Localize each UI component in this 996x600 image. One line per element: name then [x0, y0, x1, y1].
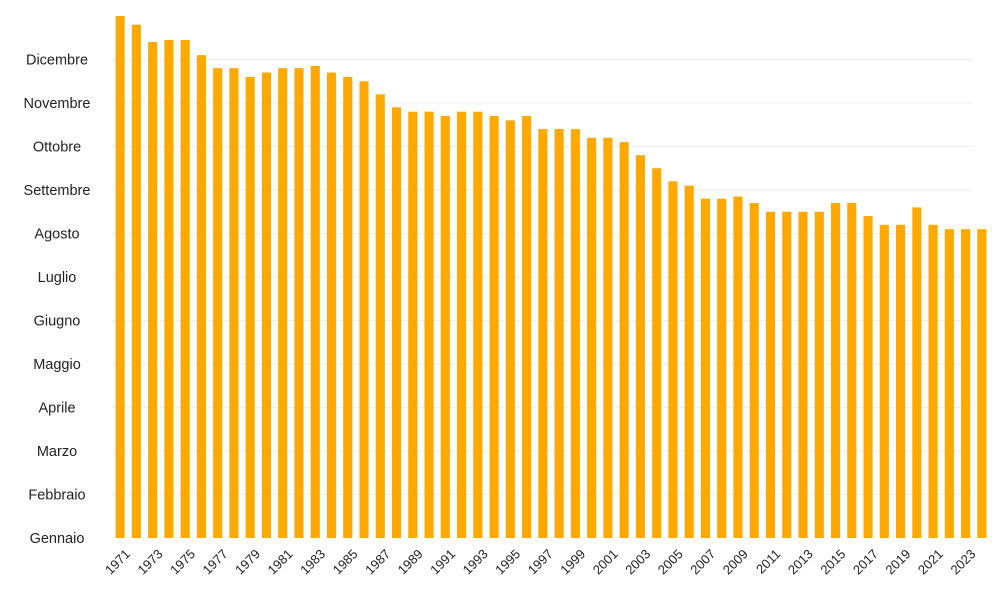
y-tick-label: Gennaio — [30, 531, 85, 547]
x-tick-label: 1999 — [557, 546, 588, 577]
bar-2006 — [684, 185, 694, 538]
bar-1974 — [164, 39, 174, 539]
x-tick-label: 1991 — [427, 546, 458, 577]
y-tick-label: Agosto — [34, 227, 79, 243]
bar-1997 — [538, 129, 548, 538]
bar-1985 — [343, 76, 353, 539]
x-tick-label: 2007 — [687, 546, 718, 577]
bar-2002 — [619, 142, 629, 538]
y-tick-label: Settembre — [24, 183, 91, 199]
bar-1995 — [505, 120, 515, 539]
y-tick-label: Dicembre — [26, 53, 88, 69]
x-tick-label: 1983 — [297, 546, 328, 577]
y-tick-label: Novembre — [24, 96, 91, 112]
bar-2007 — [700, 198, 711, 538]
bar-2019 — [896, 224, 906, 539]
x-tick-label: 2021 — [915, 546, 946, 577]
bars — [115, 16, 987, 539]
bar-1999 — [570, 129, 580, 538]
x-tick-label: 2003 — [622, 546, 653, 577]
bar-2016 — [847, 203, 857, 539]
x-tick-label: 2023 — [947, 546, 978, 577]
x-tick-label: 2015 — [817, 546, 848, 577]
bar-1980 — [261, 72, 272, 539]
x-tick-label: 1995 — [492, 546, 523, 577]
bar-1978 — [229, 68, 239, 538]
x-axis-labels: 1971 1973 1975 1977 1979 1981 1983 1985 1987 1989… — [102, 546, 979, 577]
bar-1979 — [245, 76, 255, 539]
x-tick-label: 1993 — [460, 546, 491, 577]
bar-2010 — [749, 203, 759, 539]
bar-1988 — [391, 107, 402, 538]
bar-2013 — [798, 211, 808, 538]
x-tick-label: 1973 — [134, 546, 165, 577]
bar-1994 — [489, 116, 499, 539]
bar-1982 — [294, 68, 304, 538]
x-tick-label: 2005 — [655, 546, 686, 577]
y-tick-label: Giugno — [34, 314, 81, 330]
bar-2023 — [961, 229, 971, 538]
x-tick-label: 1975 — [167, 546, 198, 577]
bar-1976 — [196, 55, 206, 539]
y-tick-label: Marzo — [37, 444, 77, 460]
x-tick-label: 1985 — [330, 546, 361, 577]
bar-1998 — [554, 129, 564, 538]
bar-2009 — [733, 196, 743, 538]
bar-2020 — [912, 207, 922, 538]
bar-1987 — [375, 94, 385, 539]
bar-2004 — [652, 168, 662, 538]
bar-1972 — [131, 24, 141, 538]
bar-1983 — [310, 66, 320, 539]
bar-2011 — [765, 211, 776, 538]
x-tick-label: 1981 — [265, 546, 296, 577]
x-tick-label: 2013 — [785, 546, 816, 577]
x-tick-label: 1979 — [232, 546, 263, 577]
x-tick-label: 2011 — [753, 546, 783, 576]
bar-2014 — [814, 211, 824, 538]
bar-2015 — [830, 203, 841, 539]
y-tick-label: Ottobre — [33, 140, 81, 156]
x-tick-label: 1971 — [102, 546, 133, 577]
bar-1986 — [359, 81, 369, 538]
bar-2017 — [863, 216, 873, 538]
x-tick-label: 2009 — [720, 546, 751, 577]
bar-2012 — [782, 211, 792, 538]
x-tick-label: 1989 — [395, 546, 426, 577]
y-tick-label: Aprile — [38, 401, 75, 417]
bar-1992 — [457, 111, 467, 538]
bar-2000 — [587, 137, 597, 539]
bar-1984 — [326, 72, 337, 539]
y-tick-label: Luglio — [38, 270, 77, 286]
bar-1973 — [148, 42, 158, 538]
bar-2001 — [603, 137, 613, 539]
bar-1990 — [424, 111, 434, 538]
bar-1971 — [115, 16, 125, 538]
x-tick-label: 1987 — [362, 546, 393, 577]
y-tick-label: Maggio — [33, 357, 81, 373]
bar-1977 — [213, 68, 223, 538]
bar-2008 — [717, 198, 727, 538]
x-tick-label: 2019 — [882, 546, 913, 577]
bar-1991 — [440, 116, 450, 539]
x-tick-label: 2001 — [590, 546, 621, 577]
y-tick-label: Febbraio — [28, 488, 85, 504]
bar-1996 — [522, 116, 532, 539]
bar-2021 — [928, 224, 938, 539]
bar-2003 — [635, 155, 645, 538]
bar-1989 — [408, 111, 418, 538]
y-axis-labels: Gennaio Febbraio Marzo Aprile Maggio Giugno Lu… — [24, 53, 91, 548]
bar-2018 — [879, 224, 889, 539]
bar-1975 — [180, 39, 190, 539]
bar-1981 — [278, 68, 288, 538]
x-tick-label: 2017 — [850, 546, 881, 577]
bar-2024 — [977, 229, 987, 538]
x-tick-label: 1997 — [525, 546, 556, 577]
bar-1993 — [473, 111, 483, 538]
bar-2022 — [944, 229, 954, 538]
x-tick-label: 1977 — [200, 546, 231, 577]
bar-2005 — [668, 181, 678, 539]
